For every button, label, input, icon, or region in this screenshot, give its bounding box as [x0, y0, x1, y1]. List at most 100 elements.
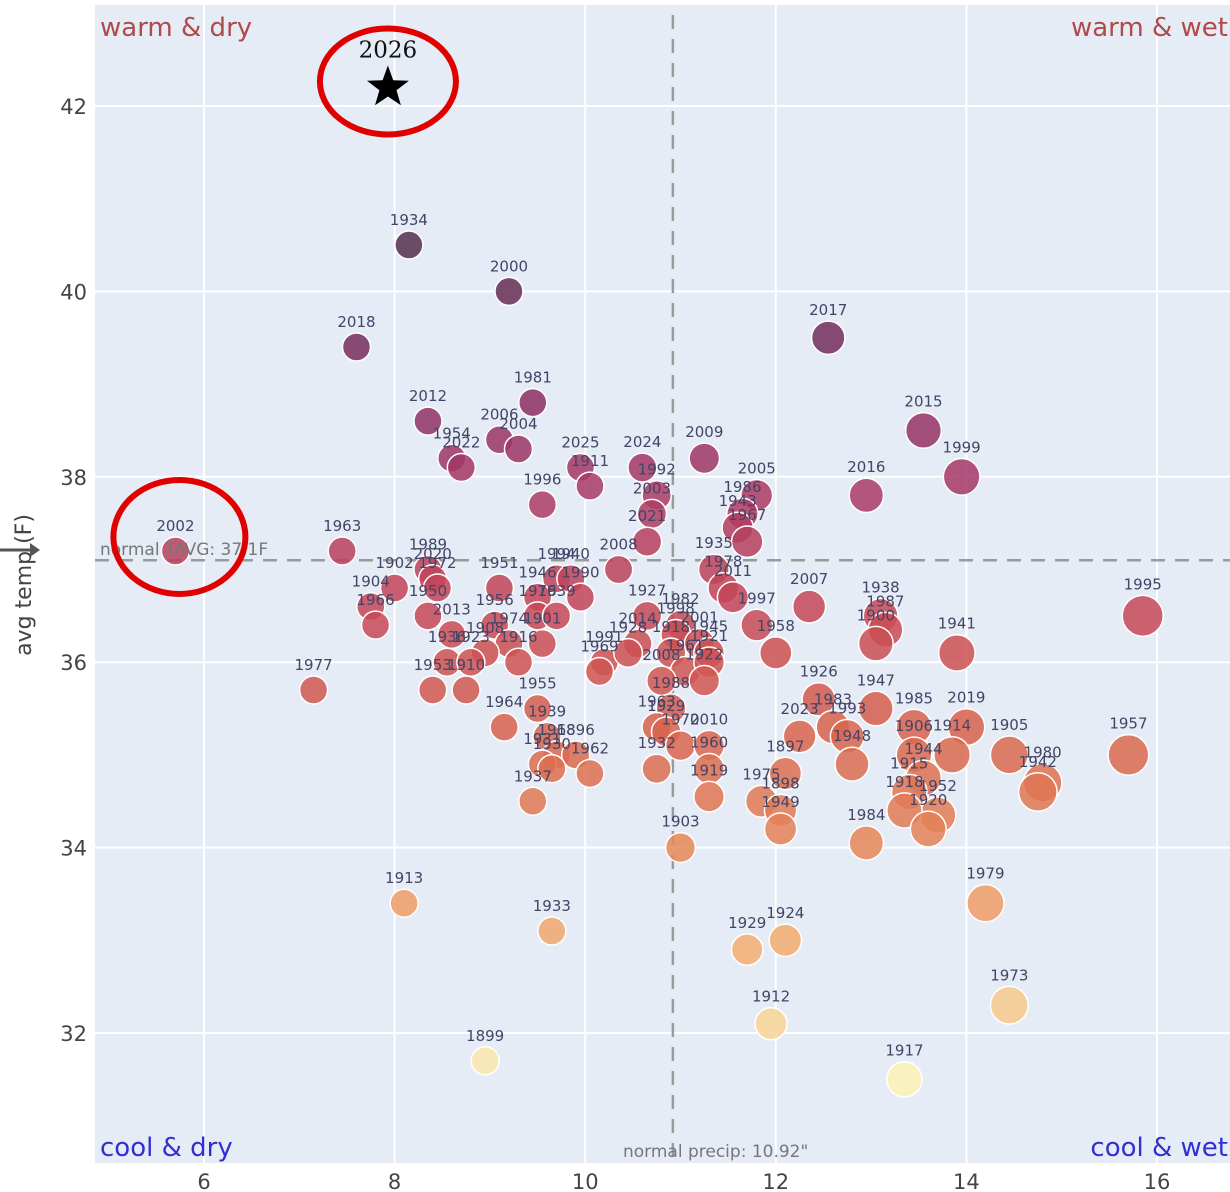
point-label-1983: 1983 [814, 690, 852, 708]
point-2008 [646, 665, 677, 697]
point-1919 [693, 780, 726, 813]
point-1957 [1107, 733, 1150, 776]
point-label-1991: 1991 [585, 628, 623, 646]
point-1997 [740, 608, 774, 642]
point-1951 [484, 573, 515, 603]
point-label-1927: 1927 [628, 581, 666, 599]
point-label-2015: 2015 [904, 393, 942, 411]
point-1920 [909, 810, 947, 848]
point-1941 [937, 633, 976, 672]
point-label-2021: 2021 [628, 507, 666, 525]
x-tick-label: 6 [197, 1170, 210, 1192]
point-label-1963: 1963 [323, 517, 361, 535]
point-label-2012: 2012 [409, 387, 447, 405]
point-label-1975: 1975 [742, 765, 780, 783]
point-label-1962: 1962 [571, 739, 609, 757]
point-label-2005: 2005 [738, 460, 776, 478]
point-label-2023: 2023 [781, 700, 819, 718]
point-label-2011: 2011 [714, 562, 752, 580]
point-1962 [575, 758, 605, 789]
point-1922 [688, 664, 721, 697]
point-label-1921: 1921 [690, 627, 728, 645]
point-label-1938: 1938 [862, 579, 900, 597]
point-label-1956: 1956 [476, 591, 514, 609]
point-1900 [857, 625, 894, 662]
point-1917 [886, 1060, 923, 1098]
point-label-2022: 2022 [442, 434, 480, 452]
precip-normal-label: normal precip: 10.92" [623, 1142, 808, 1162]
point-label-1966: 1966 [356, 591, 394, 609]
point-label-1941: 1941 [938, 615, 976, 633]
point-label-1997: 1997 [738, 589, 776, 607]
point-1916 [503, 647, 534, 677]
point-label-1964: 1964 [485, 693, 523, 711]
point-label-1981: 1981 [514, 369, 552, 387]
point-label-2014: 2014 [619, 609, 657, 627]
point-label-1974: 1974 [490, 610, 528, 628]
point-1927 [631, 600, 663, 632]
point-1934 [394, 230, 424, 260]
point-2008 [603, 554, 634, 585]
point-label-1942: 1942 [1019, 753, 1057, 771]
highlight-label: 2026 [359, 37, 418, 63]
point-label-1992: 1992 [638, 461, 676, 479]
point-label-1908: 1908 [466, 619, 504, 637]
point-label-1897: 1897 [766, 737, 804, 755]
point-label-2020: 2020 [414, 545, 452, 563]
point-label-1903: 1903 [661, 813, 699, 831]
point-1958 [759, 636, 793, 670]
point-1932 [641, 753, 673, 785]
point-2002 [160, 536, 191, 566]
point-label-1939: 1939 [528, 702, 566, 720]
point-label-1988: 1988 [652, 674, 690, 692]
point-label-1963: 1963 [638, 692, 676, 710]
point-label-1946: 1946 [518, 563, 556, 581]
point-1948 [834, 746, 870, 782]
point-2009 [688, 442, 721, 475]
point-label-1937: 1937 [514, 767, 552, 785]
highlight-layer: 2026 [110, 25, 459, 597]
point-1912 [754, 1006, 788, 1041]
point-label-1915: 1915 [890, 754, 928, 772]
point-1933 [537, 916, 567, 946]
quadrant-label-warm-dry: warm & dry [100, 13, 252, 43]
point-label-1940: 1940 [552, 545, 590, 563]
point-label-1929: 1929 [728, 914, 766, 932]
point-1955 [522, 693, 553, 724]
point-label-2008: 2008 [642, 646, 680, 664]
point-label-1936: 1936 [428, 628, 466, 646]
point-1949 [763, 812, 798, 846]
point-1984 [848, 825, 885, 861]
point-label-1955: 1955 [518, 675, 556, 693]
point-label-2016: 2016 [847, 458, 885, 476]
y-tick-label: 36 [60, 651, 87, 675]
point-label-1916: 1916 [499, 628, 537, 646]
point-label-1902: 1902 [376, 554, 414, 572]
point-label-1968: 1968 [538, 721, 576, 739]
point-1969 [584, 656, 615, 687]
point-2018 [341, 332, 372, 362]
point-label-1898: 1898 [761, 774, 799, 792]
point-label-1922: 1922 [685, 646, 723, 664]
point-label-1951: 1951 [480, 554, 518, 572]
point-1999 [942, 457, 981, 496]
point-label-1958: 1958 [757, 617, 795, 635]
point-1903 [664, 831, 697, 864]
point-label-2024: 2024 [623, 433, 661, 451]
point-label-1954: 1954 [433, 424, 471, 442]
point-1930 [537, 754, 567, 784]
point-1926 [801, 681, 837, 717]
point-label-1961: 1961 [666, 637, 704, 655]
point-2012 [413, 406, 443, 436]
point-label-1943: 1943 [719, 492, 757, 510]
point-label-1990: 1990 [561, 563, 599, 581]
point-label-2004: 2004 [499, 415, 537, 433]
point-label-2006: 2006 [480, 406, 518, 424]
point-1913 [389, 888, 419, 918]
point-label-1911: 1911 [571, 452, 609, 470]
point-1947 [857, 690, 894, 727]
point-label-1952: 1952 [919, 777, 957, 795]
point-2022 [446, 452, 477, 483]
